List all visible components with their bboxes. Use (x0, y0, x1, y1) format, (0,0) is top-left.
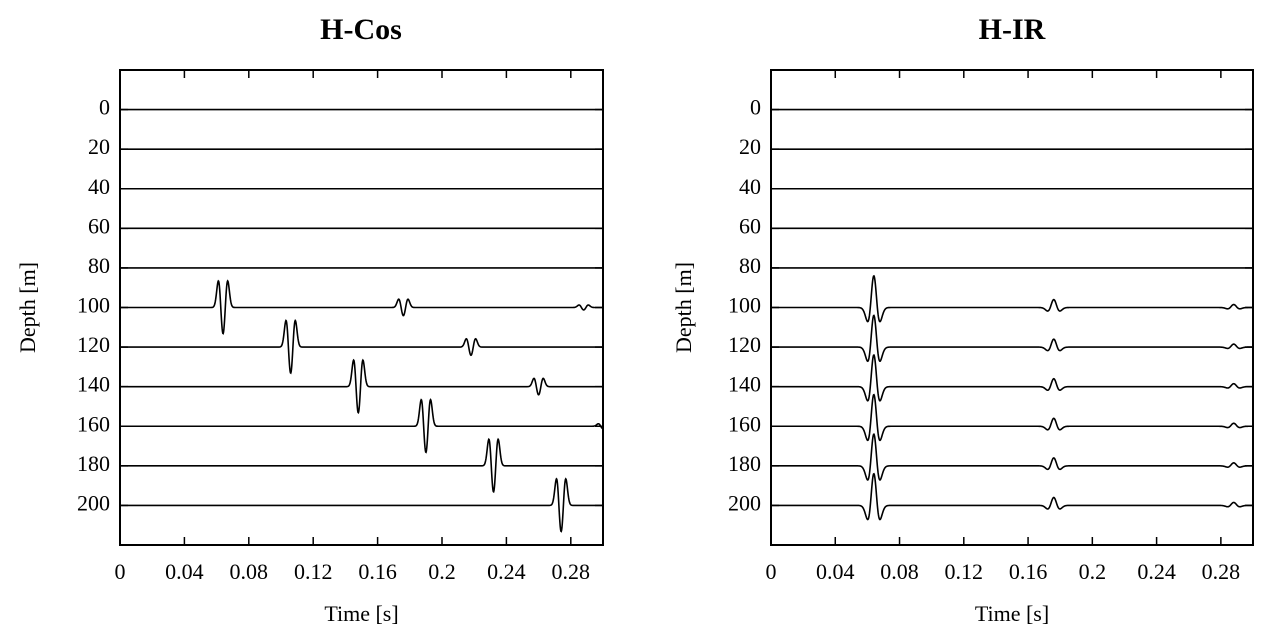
y-axis-label: Depth [m] (15, 262, 40, 353)
x-tick-label: 0.16 (358, 559, 397, 584)
traces (771, 108, 1253, 521)
x-tick-label: 0.2 (1079, 559, 1107, 584)
trace-line (771, 393, 1253, 442)
x-tick-label: 0.2 (428, 559, 456, 584)
y-tick-label: 20 (88, 134, 110, 159)
x-tick-label: 0.04 (816, 559, 855, 584)
trace-line (120, 358, 603, 414)
y-tick-label: 0 (99, 95, 110, 120)
y-tick-label: 80 (739, 253, 761, 278)
y-tick-label: 0 (750, 95, 761, 120)
y-tick-label: 100 (77, 293, 110, 318)
y-tick-label: 40 (88, 174, 110, 199)
x-tick-label: 0.24 (1137, 559, 1176, 584)
y-tick-label: 120 (77, 332, 110, 357)
chart-title: H-IR (979, 13, 1046, 46)
x-tick-label: 0.16 (1009, 559, 1048, 584)
y-tick-label: 140 (77, 372, 110, 397)
x-tick-label: 0.24 (487, 559, 526, 584)
x-tick-label: 0.28 (1202, 559, 1241, 584)
x-tick-label: 0.12 (294, 559, 333, 584)
traces (120, 108, 603, 533)
trace-line (120, 279, 603, 335)
y-tick-label: 200 (728, 490, 761, 515)
y-tick-label: 180 (77, 451, 110, 476)
y-tick-label: 40 (739, 174, 761, 199)
trace-line (771, 433, 1253, 481)
chart-title: H-Cos (320, 13, 402, 46)
y-tick-label: 100 (728, 293, 761, 318)
y-tick-label: 200 (77, 490, 110, 515)
y-tick-label: 60 (88, 213, 110, 238)
trace-line (120, 477, 603, 533)
x-tick-label: 0.08 (230, 559, 269, 584)
chart-panel-h-ir: H-IR 0 20 40 60 80 100 120 140 160 180 200 0 0.04 0.08… (671, 13, 1254, 626)
trace-line (771, 354, 1253, 402)
x-axis-label: Time [s] (324, 601, 398, 626)
y-tick-label: 160 (728, 411, 761, 436)
trace-line (120, 398, 603, 454)
y-tick-label: 140 (728, 372, 761, 397)
x-axis-label: Time [s] (975, 601, 1049, 626)
y-tick-label: 160 (77, 411, 110, 436)
x-tick-label: 0.08 (880, 559, 919, 584)
trace-line (771, 472, 1253, 521)
chart-panel-h-cos: H-Cos 0 20 40 60 80 100 120 140 160 180 200 0 0.04 0.0… (15, 13, 604, 626)
y-tick-label: 180 (728, 451, 761, 476)
y-tick-label: 120 (728, 332, 761, 357)
x-tick-label: 0.12 (945, 559, 984, 584)
x-tick-label: 0 (766, 559, 777, 584)
x-tick-label: 0 (115, 559, 126, 584)
trace-line (120, 319, 603, 375)
trace-line (771, 314, 1253, 363)
x-tick-label: 0.04 (165, 559, 204, 584)
trace-line (771, 274, 1253, 323)
x-tick-label: 0.28 (552, 559, 591, 584)
trace-line (120, 437, 603, 494)
y-tick-label: 80 (88, 253, 110, 278)
y-tick-label: 20 (739, 134, 761, 159)
y-axis-label: Depth [m] (671, 262, 696, 353)
y-tick-label: 60 (739, 213, 761, 238)
